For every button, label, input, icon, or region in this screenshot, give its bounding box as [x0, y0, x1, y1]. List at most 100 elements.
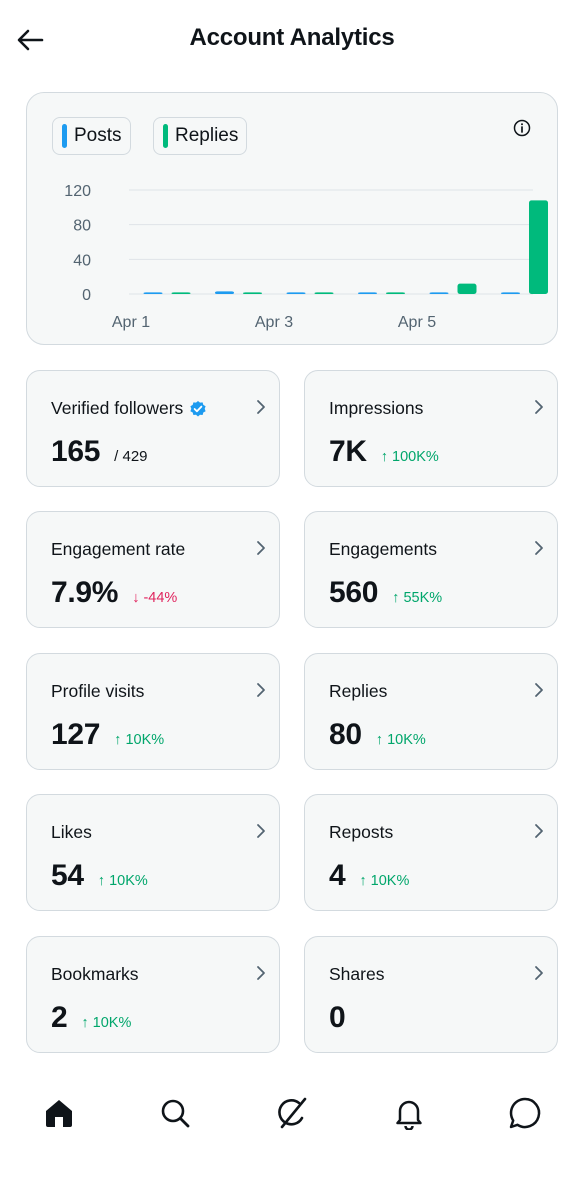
- stat-card-engagements[interactable]: Engagements 560 ↑ 55K%: [304, 511, 558, 628]
- chevron-right-icon: [535, 541, 543, 555]
- back-button[interactable]: [12, 24, 48, 56]
- stat-value: 0: [329, 1001, 346, 1034]
- bar-posts-apr-4[interactable]: [358, 292, 377, 294]
- stat-card-impressions[interactable]: Impressions 7K ↑ 100K%: [304, 370, 558, 487]
- stat-value-row: 4 ↑ 10K%: [329, 859, 409, 893]
- chevron-right-icon: [257, 966, 265, 980]
- stat-label: Bookmarks: [51, 964, 139, 985]
- stat-label-text: Shares: [329, 964, 385, 984]
- bar-replies-apr-4[interactable]: [386, 292, 405, 294]
- arrow-up-icon: ↑: [81, 1015, 89, 1031]
- grok-icon: [278, 1097, 307, 1129]
- y-tick-label: 80: [73, 218, 91, 235]
- stat-label-text: Impressions: [329, 398, 424, 418]
- stat-card-verified-followers[interactable]: Verified followers 165 / 429: [26, 370, 280, 487]
- legend-posts-label: Posts: [74, 125, 122, 146]
- stat-value-row: 7.9% ↓ -44%: [51, 576, 177, 610]
- arrow-up-icon: ↑: [359, 873, 367, 889]
- bar-posts-apr-1[interactable]: [143, 292, 163, 294]
- stat-value-row: 165 / 429: [51, 435, 148, 469]
- chevron-right-icon: [535, 400, 543, 414]
- stat-value: 7K: [329, 435, 367, 468]
- info-icon: [513, 119, 531, 137]
- stat-delta: ↑ 10K%: [359, 873, 409, 889]
- stat-label: Shares: [329, 964, 384, 985]
- legend-replies-label: Replies: [175, 125, 239, 146]
- bar-posts-apr-3[interactable]: [286, 292, 306, 294]
- stat-label: Likes: [51, 822, 92, 843]
- chevron-right-icon: [535, 966, 543, 980]
- stat-card-replies[interactable]: Replies 80 ↑ 10K%: [304, 653, 558, 770]
- stat-card-bookmarks[interactable]: Bookmarks 2 ↑ 10K%: [26, 936, 280, 1053]
- bar-posts-apr-2[interactable]: [215, 291, 234, 294]
- stat-label-text: Engagements: [329, 539, 437, 559]
- bar-replies-apr-5[interactable]: [457, 283, 477, 294]
- stat-value: 560: [329, 576, 379, 609]
- bar-posts-apr-6[interactable]: [501, 292, 520, 294]
- stat-label-text: Verified followers: [51, 398, 184, 418]
- verified-badge-icon: [190, 400, 206, 416]
- posts-swatch: [62, 124, 67, 148]
- messages-icon: [509, 1097, 541, 1129]
- stat-label-text: Likes: [51, 822, 92, 842]
- stat-label: Replies: [329, 681, 387, 702]
- bar-replies-apr-1[interactable]: [171, 292, 191, 294]
- arrow-up-icon: ↑: [114, 732, 122, 748]
- nav-messages[interactable]: [505, 1093, 545, 1133]
- bar-replies-apr-3[interactable]: [314, 292, 334, 294]
- nav-notifications[interactable]: [389, 1093, 429, 1133]
- activity-chart-card: Posts Replies 0 40 80 120 Apr 1 Apr 3 Apr 5: [26, 92, 558, 345]
- stat-card-shares[interactable]: Shares 0: [304, 936, 558, 1053]
- stat-delta-value: 55K%: [403, 590, 443, 606]
- stat-delta: ↑ 100K%: [381, 449, 439, 465]
- stat-card-reposts[interactable]: Reposts 4 ↑ 10K%: [304, 794, 558, 911]
- chevron-right-icon: [257, 683, 265, 697]
- legend-replies[interactable]: Replies: [153, 117, 248, 155]
- stat-label: Reposts: [329, 822, 393, 843]
- stat-value-row: 0: [329, 1001, 346, 1035]
- arrow-up-icon: ↑: [380, 449, 388, 465]
- chevron-right-icon: [535, 683, 543, 697]
- stat-delta-value: 10K%: [370, 873, 410, 889]
- nav-grok[interactable]: [272, 1093, 312, 1133]
- bar-replies-apr-6[interactable]: [529, 200, 548, 294]
- stat-value-row: 7K ↑ 100K%: [329, 435, 439, 469]
- arrow-down-icon: ↓: [132, 590, 140, 606]
- chevron-right-icon: [257, 400, 265, 414]
- stat-value: 4: [329, 859, 346, 892]
- bar-posts-apr-5[interactable]: [429, 292, 449, 294]
- chevron-right-icon: [535, 824, 543, 838]
- stat-delta-value: 10K%: [387, 732, 426, 748]
- stat-label-text: Replies: [329, 681, 388, 701]
- stat-value-row: 80 ↑ 10K%: [329, 718, 426, 752]
- stat-delta-value: 10K%: [109, 873, 148, 889]
- stat-delta: ↑ 10K%: [114, 732, 164, 748]
- x-tick-label: Apr 3: [255, 314, 293, 331]
- info-button[interactable]: [513, 119, 531, 137]
- stat-label-text: Profile visits: [51, 681, 145, 701]
- stat-label: Verified followers: [51, 398, 207, 419]
- stat-value-row: 54 ↑ 10K%: [51, 859, 148, 893]
- y-tick-label: 40: [73, 252, 91, 269]
- stat-delta: ↑ 10K%: [376, 732, 426, 748]
- top-bar: Account Analytics: [0, 0, 584, 80]
- home-icon: [46, 1100, 72, 1127]
- bar-replies-apr-2[interactable]: [243, 292, 262, 294]
- nav-search[interactable]: [155, 1093, 195, 1133]
- replies-swatch: [163, 124, 168, 148]
- bell-icon: [396, 1100, 422, 1130]
- legend-posts[interactable]: Posts: [52, 117, 131, 155]
- stat-card-profile-visits[interactable]: Profile visits 127 ↑ 10K%: [26, 653, 280, 770]
- stat-value-row: 560 ↑ 55K%: [329, 576, 442, 610]
- search-icon: [161, 1099, 190, 1128]
- stat-total: / 429: [114, 448, 148, 465]
- stat-value: 7.9%: [51, 576, 119, 609]
- bar-chart: 0 40 80 120 Apr 1 Apr 3 Apr 5: [64, 183, 548, 331]
- stat-value: 165: [51, 435, 101, 468]
- stat-card-engagement-rate[interactable]: Engagement rate 7.9% ↓ -44%: [26, 511, 280, 628]
- stat-card-likes[interactable]: Likes 54 ↑ 10K%: [26, 794, 280, 911]
- stat-delta: ↑ 55K%: [392, 590, 442, 606]
- bottom-nav: [0, 1085, 584, 1145]
- nav-home[interactable]: [39, 1093, 79, 1133]
- stat-delta-value: 10K%: [125, 732, 165, 748]
